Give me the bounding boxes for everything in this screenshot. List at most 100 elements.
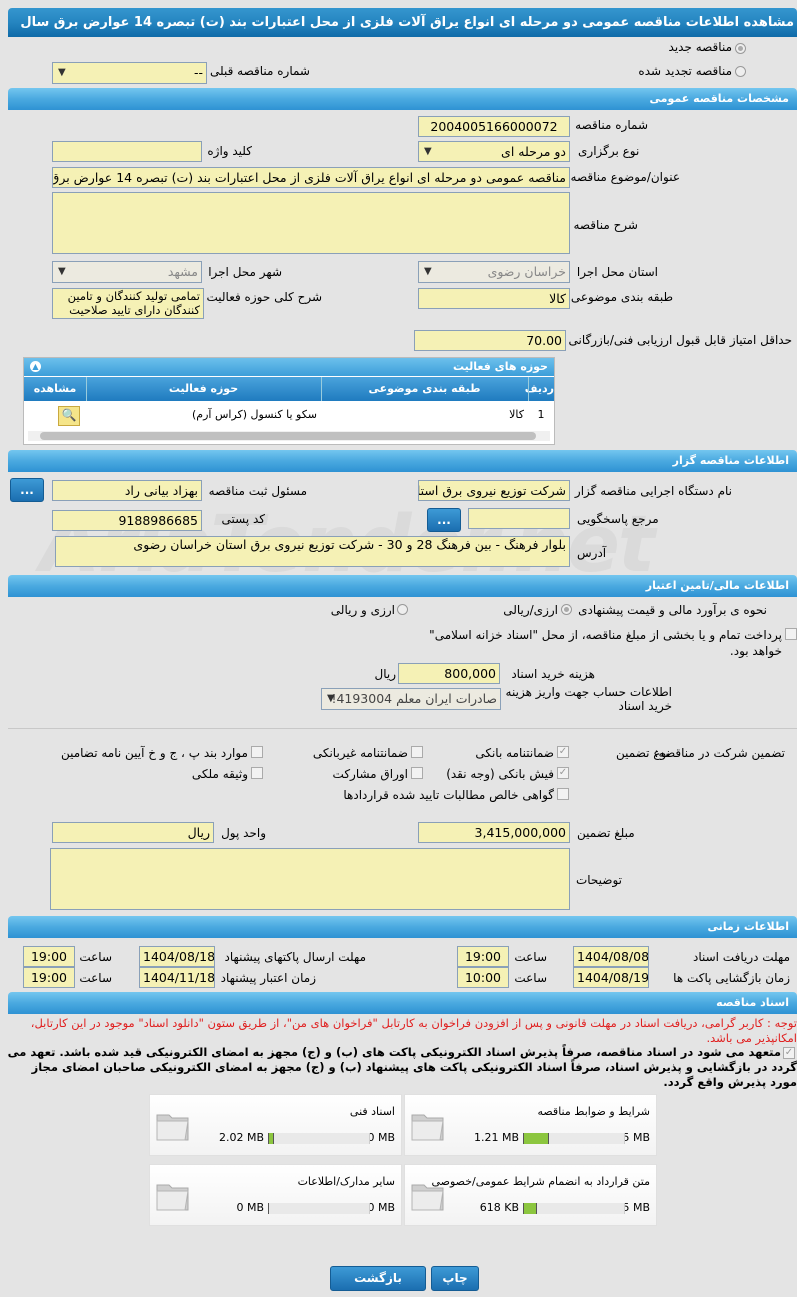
cell-category: کالا — [509, 408, 524, 421]
tender-number-field[interactable]: 2004005166000072 — [418, 116, 570, 137]
col-field: حوزه فعالیت — [86, 377, 322, 401]
bank-guarantee-checkbox[interactable]: ✓ — [557, 746, 569, 758]
prev-number-label: شماره مناقصه قبلی — [210, 64, 310, 78]
responsible-more-button[interactable]: ... — [10, 478, 44, 502]
org-field[interactable]: شرکت توزیع نیروی برق استان خراسان رضوی — [418, 480, 570, 501]
bonds-checkbox[interactable] — [411, 767, 423, 779]
responsible-field[interactable]: بهزاد بیانی راد — [52, 480, 202, 501]
new-tender-radio[interactable] — [735, 43, 746, 54]
category-field[interactable]: کالا — [418, 288, 570, 309]
nonbank-guarantee-checkbox[interactable] — [411, 746, 423, 758]
opening-time-field[interactable]: 10:00 — [457, 967, 509, 988]
folder-icon — [156, 1184, 189, 1211]
document-card[interactable]: سایر مدارک/اطلاعات 50 MB 0 MB — [149, 1164, 402, 1226]
chevron-down-icon: ▼ — [58, 67, 66, 78]
submit-deadline-field[interactable]: 1404/08/18 — [139, 946, 215, 967]
opt-rial-label: ارزی/ریالی — [503, 603, 558, 617]
reference-more-button[interactable]: ... — [427, 508, 461, 532]
treasury-label: پرداخت تمام و یا بخشی از مبلغ مناقصه، از… — [429, 628, 782, 658]
address-field[interactable]: بلوار فرهنگ - بین فرهنگ 28 و 30 - شرکت ت… — [55, 536, 570, 567]
city-label: شهر محل اجرا — [208, 265, 282, 279]
property-checkbox[interactable] — [251, 767, 263, 779]
doc-deadline-field[interactable]: 1404/08/08 — [573, 946, 649, 967]
divider — [8, 728, 797, 729]
doc-fee-currency: ریال — [374, 667, 396, 681]
activities-table: حوزه های فعالیت ▲ ردیف طبقه بندی موضوعی … — [23, 357, 555, 445]
renewed-tender-radio[interactable] — [735, 66, 746, 77]
time-label: ساعت — [514, 971, 547, 985]
bank-guarantee-label: ضمانتنامه بانکی — [475, 746, 554, 760]
prev-number-select[interactable]: -- ▼ — [52, 62, 207, 84]
document-usage-bar — [523, 1203, 625, 1214]
keyword-field[interactable] — [52, 141, 202, 162]
postal-label: کد پستی — [221, 512, 266, 526]
document-card[interactable]: شرایط و ضوابط مناقصه 5 MB 1.21 MB — [404, 1094, 657, 1156]
document-usage-bar — [268, 1133, 370, 1144]
reference-field[interactable] — [468, 508, 570, 529]
document-size: 2.02 MB — [218, 1131, 264, 1144]
reference-label: مرجع پاسخگویی — [577, 512, 659, 526]
nonbank-guarantee-label: ضمانتنامه غیربانکی — [312, 746, 408, 760]
category-label: طبقه بندی موضوعی — [570, 290, 673, 304]
subject-field[interactable]: مناقصه عمومی دو مرحله ای انواع یراق آلات… — [52, 167, 570, 188]
folder-icon — [411, 1114, 444, 1141]
amount-field[interactable]: 3,415,000,000 — [418, 822, 570, 843]
document-card[interactable]: اسناد فنی 50 MB 2.02 MB — [149, 1094, 402, 1156]
subject-label: عنوان/موضوع مناقصه — [570, 170, 680, 184]
folder-icon — [156, 1114, 189, 1141]
activities-header: حوزه های فعالیت — [24, 358, 554, 376]
col-view: مشاهده — [24, 377, 87, 401]
cell-row: 1 — [537, 408, 545, 421]
regulation-items-checkbox[interactable] — [251, 746, 263, 758]
min-score-label: حداقل امتیاز قابل قبول ارزیابی فنی/بازرگ… — [568, 333, 792, 347]
opt-both-radio[interactable] — [397, 604, 408, 615]
table-row: 1 کالا سکو یا کنسول (کراس آرم) 🔍 — [24, 402, 554, 428]
bank-receipt-checkbox[interactable]: ✓ — [557, 767, 569, 779]
opt-rial-radio[interactable] — [561, 604, 572, 615]
keyword-label: کلید واژه — [207, 144, 252, 158]
estimate-label: نحوه ی برآورد مالی و قیمت پیشنهادی — [578, 603, 767, 617]
desc-textarea[interactable] — [52, 192, 570, 254]
type-select[interactable]: دو مرحله ای ▼ — [418, 141, 570, 162]
documents-notice: توجه : کاربر گرامی، دریافت اسناد در مهلت… — [30, 1016, 797, 1045]
claims-certificate-checkbox[interactable] — [557, 788, 569, 800]
postal-field[interactable]: 9188986685 — [52, 510, 202, 531]
opening-field[interactable]: 1404/08/19 — [573, 967, 649, 988]
org-label: نام دستگاه اجرایی مناقصه گزار — [574, 484, 732, 498]
new-tender-label: مناقصه جدید — [668, 40, 732, 54]
doc-fee-field[interactable]: 800,000 — [398, 663, 500, 684]
province-select[interactable]: خراسان رضوی ▼ — [418, 261, 570, 283]
activity-desc-field[interactable]: تمامی تولید کنندگان و تامین کنندگان دارا… — [52, 288, 204, 319]
document-size: 0 MB — [236, 1201, 264, 1214]
bonds-label: اوراق مشارکت — [332, 767, 408, 781]
document-size: 618 KB — [479, 1201, 519, 1214]
notes-textarea[interactable] — [50, 848, 570, 910]
renewed-tender-label: مناقصه تجدید شده — [638, 64, 732, 78]
table-header-row: ردیف طبقه بندی موضوعی حوزه فعالیت مشاهده — [24, 377, 554, 401]
commitment-checkbox[interactable]: ✓ — [783, 1047, 795, 1059]
print-button[interactable]: چاپ — [431, 1266, 479, 1291]
account-select[interactable]: صادرات ایران معلم 4193004! ▼ — [321, 688, 501, 710]
back-button[interactable]: بازگشت — [330, 1266, 426, 1291]
doc-deadline-time-field[interactable]: 19:00 — [457, 946, 509, 967]
address-label: آدرس — [577, 546, 607, 560]
horizontal-scrollbar[interactable] — [28, 431, 550, 441]
validity-time-field[interactable]: 19:00 — [23, 967, 75, 988]
type-value: دو مرحله ای — [501, 144, 566, 159]
treasury-checkbox[interactable] — [785, 628, 797, 640]
bank-receipt-label: فیش بانکی (وجه نقد) — [446, 767, 554, 781]
document-card[interactable]: متن قرارداد به انضمام شرایط عمومی/خصوصی … — [404, 1164, 657, 1226]
account-value: صادرات ایران معلم 4193004! — [331, 691, 497, 706]
amount-label: مبلغ تضمین — [577, 826, 635, 840]
min-score-field[interactable]: 70.00 — [414, 330, 566, 351]
city-select[interactable]: مشهد ▼ — [52, 261, 202, 283]
chevron-down-icon: ▼ — [58, 266, 66, 277]
responsible-label: مسئول ثبت مناقصه — [208, 484, 307, 498]
validity-field[interactable]: 1404/11/18 — [139, 967, 215, 988]
submit-time-field[interactable]: 19:00 — [23, 946, 75, 967]
unit-field[interactable]: ریال — [52, 822, 214, 843]
view-details-icon[interactable]: 🔍 — [58, 406, 80, 426]
document-name: سایر مدارک/اطلاعات — [297, 1175, 395, 1188]
chevron-down-icon: ▼ — [327, 693, 335, 704]
collapse-icon[interactable]: ▲ — [30, 361, 41, 372]
